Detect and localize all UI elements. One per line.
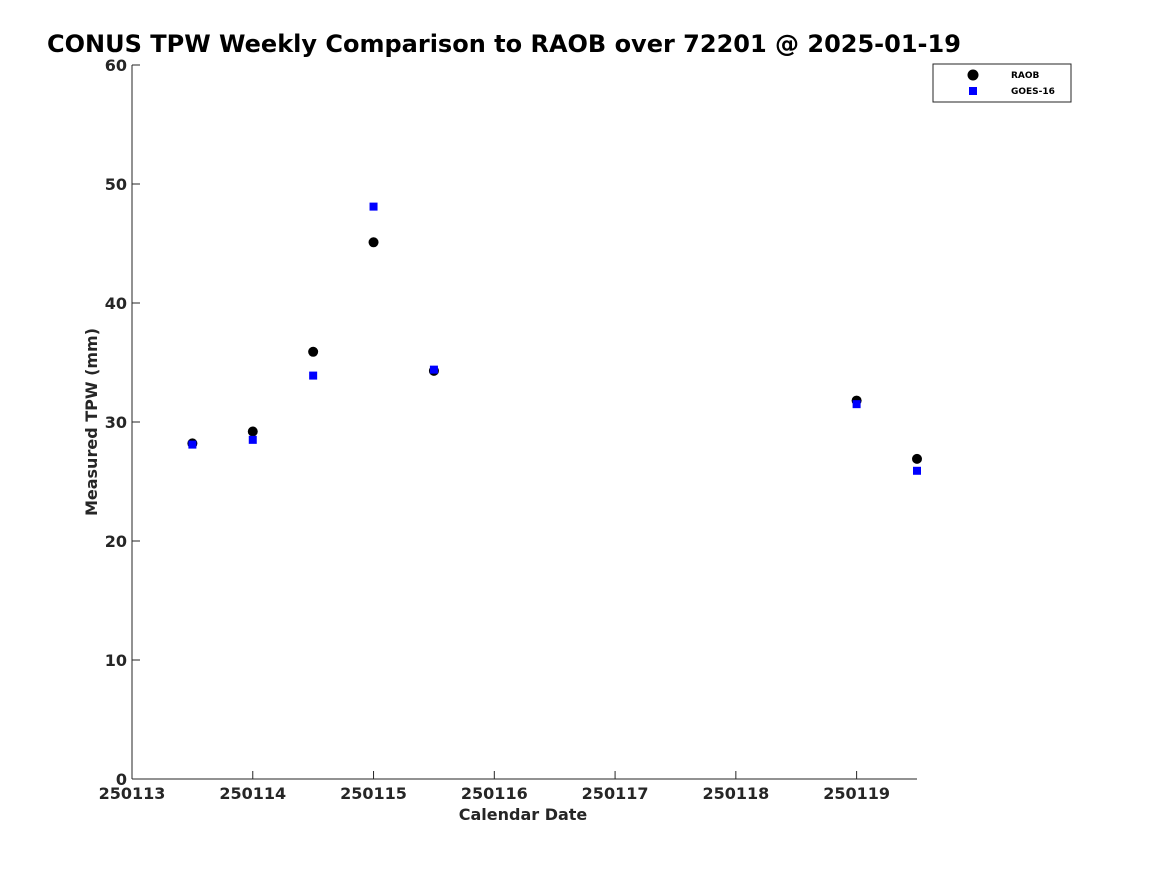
- y-axis-label: Measured TPW (mm): [82, 328, 101, 516]
- y-tick-label: 50: [105, 175, 127, 194]
- x-tick-label: 250113: [99, 784, 166, 803]
- raob-point: [247, 426, 258, 437]
- y-tick-label: 0: [116, 770, 127, 789]
- raob-point: [912, 453, 922, 464]
- goes-16-point: [913, 466, 921, 475]
- raob-point: [368, 237, 379, 248]
- goes-16-point: [429, 365, 438, 374]
- data-points: [187, 202, 922, 475]
- y-tick-label: 30: [105, 413, 127, 432]
- chart-title: CONUS TPW Weekly Comparison to RAOB over…: [47, 30, 961, 58]
- legend-marker-raob: [967, 69, 979, 81]
- x-tick-label: 250116: [461, 784, 528, 803]
- y-tick-label: 10: [105, 651, 127, 670]
- legend-label-goes-16: GOES-16: [1011, 87, 1055, 97]
- x-tick-label: 250118: [702, 784, 769, 803]
- y-tick-label: 40: [105, 294, 127, 313]
- x-axis-label: Calendar Date: [459, 805, 588, 824]
- legend-label-raob: RAOB: [1011, 71, 1040, 81]
- x-tick-label: 250119: [823, 784, 890, 803]
- goes-16-point: [248, 435, 257, 444]
- legend-box: [932, 63, 1072, 103]
- y-tick-label: 20: [105, 532, 127, 551]
- x-tick-label: 250115: [340, 784, 407, 803]
- goes-16-point: [369, 202, 378, 211]
- goes-16-point: [188, 440, 197, 449]
- x-tick-label: 250117: [582, 784, 649, 803]
- y-tick-label: 60: [105, 56, 127, 75]
- legend: RAOB GOES-16: [932, 63, 1072, 103]
- goes-16-point: [309, 371, 318, 380]
- raob-point: [308, 346, 319, 357]
- goes-16-point: [852, 400, 861, 409]
- legend-marker-goes-16: [969, 87, 977, 95]
- x-tick-label: 250114: [219, 784, 286, 803]
- axes: 0 10 20 30 40 50 60 250113 250114 250115 250116 250…: [99, 56, 917, 803]
